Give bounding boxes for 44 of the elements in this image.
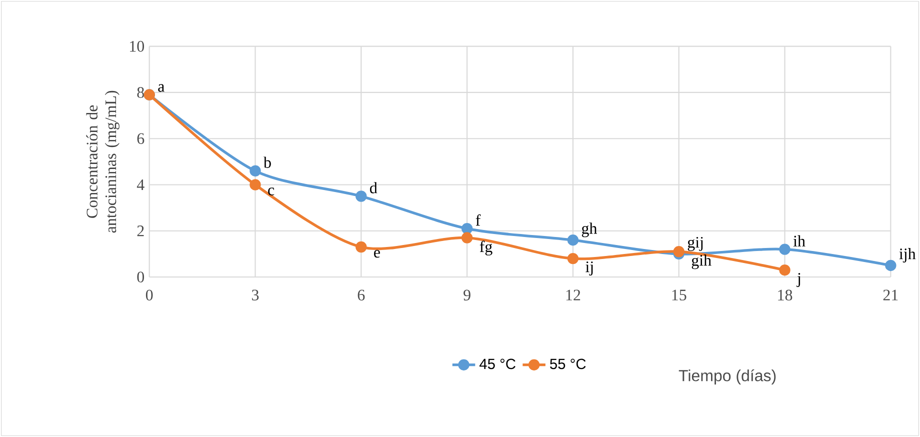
data-label: c <box>268 188 274 196</box>
y-tick-label: 6 <box>137 133 144 144</box>
data-label: b <box>264 156 271 168</box>
data-label: ih <box>793 235 806 246</box>
data-label: gij <box>688 236 703 251</box>
y-tick-label: 10 <box>130 40 144 52</box>
point <box>673 246 684 258</box>
data-label: a <box>158 84 164 92</box>
point <box>567 234 579 246</box>
x-axis-title: Tiempo (días) <box>678 369 776 384</box>
point <box>779 264 790 276</box>
data-label: ijh <box>899 248 916 263</box>
x-tick-label: 15 <box>672 290 686 300</box>
y-tick-label: 0 <box>137 272 144 282</box>
x-tick-label: 21 <box>883 290 898 300</box>
data-label: f <box>476 214 481 226</box>
data-label: ij <box>586 261 593 276</box>
data-label: e <box>374 250 380 258</box>
point <box>461 232 473 244</box>
x-tick-label: 9 <box>464 290 470 300</box>
x-tick-label: 3 <box>252 290 259 300</box>
data-label: j <box>796 273 800 288</box>
legend-label: 45 °C <box>479 358 516 370</box>
data-label: fg <box>480 240 492 256</box>
point <box>461 222 473 234</box>
data-label: gh <box>582 222 598 238</box>
point <box>356 190 367 202</box>
x-tick-label: 18 <box>778 290 792 300</box>
point <box>250 165 261 176</box>
data-label: gih <box>692 254 712 270</box>
y-tick-label: 4 <box>136 179 144 190</box>
legend-label: 55 °C <box>550 358 586 370</box>
point <box>356 241 367 253</box>
x-tick-label: 0 <box>146 290 153 300</box>
data-label: d <box>370 182 378 194</box>
x-tick-label: 12 <box>566 290 580 300</box>
y-axis-title: Concentración de antocianinas (mg/mL) <box>86 90 120 233</box>
point <box>779 244 790 255</box>
y-tick-label: 8 <box>137 87 144 98</box>
y-tick-label: 2 <box>137 226 144 236</box>
point <box>567 252 579 264</box>
point <box>885 260 896 272</box>
point <box>250 179 261 190</box>
x-tick-label: 6 <box>358 290 365 300</box>
